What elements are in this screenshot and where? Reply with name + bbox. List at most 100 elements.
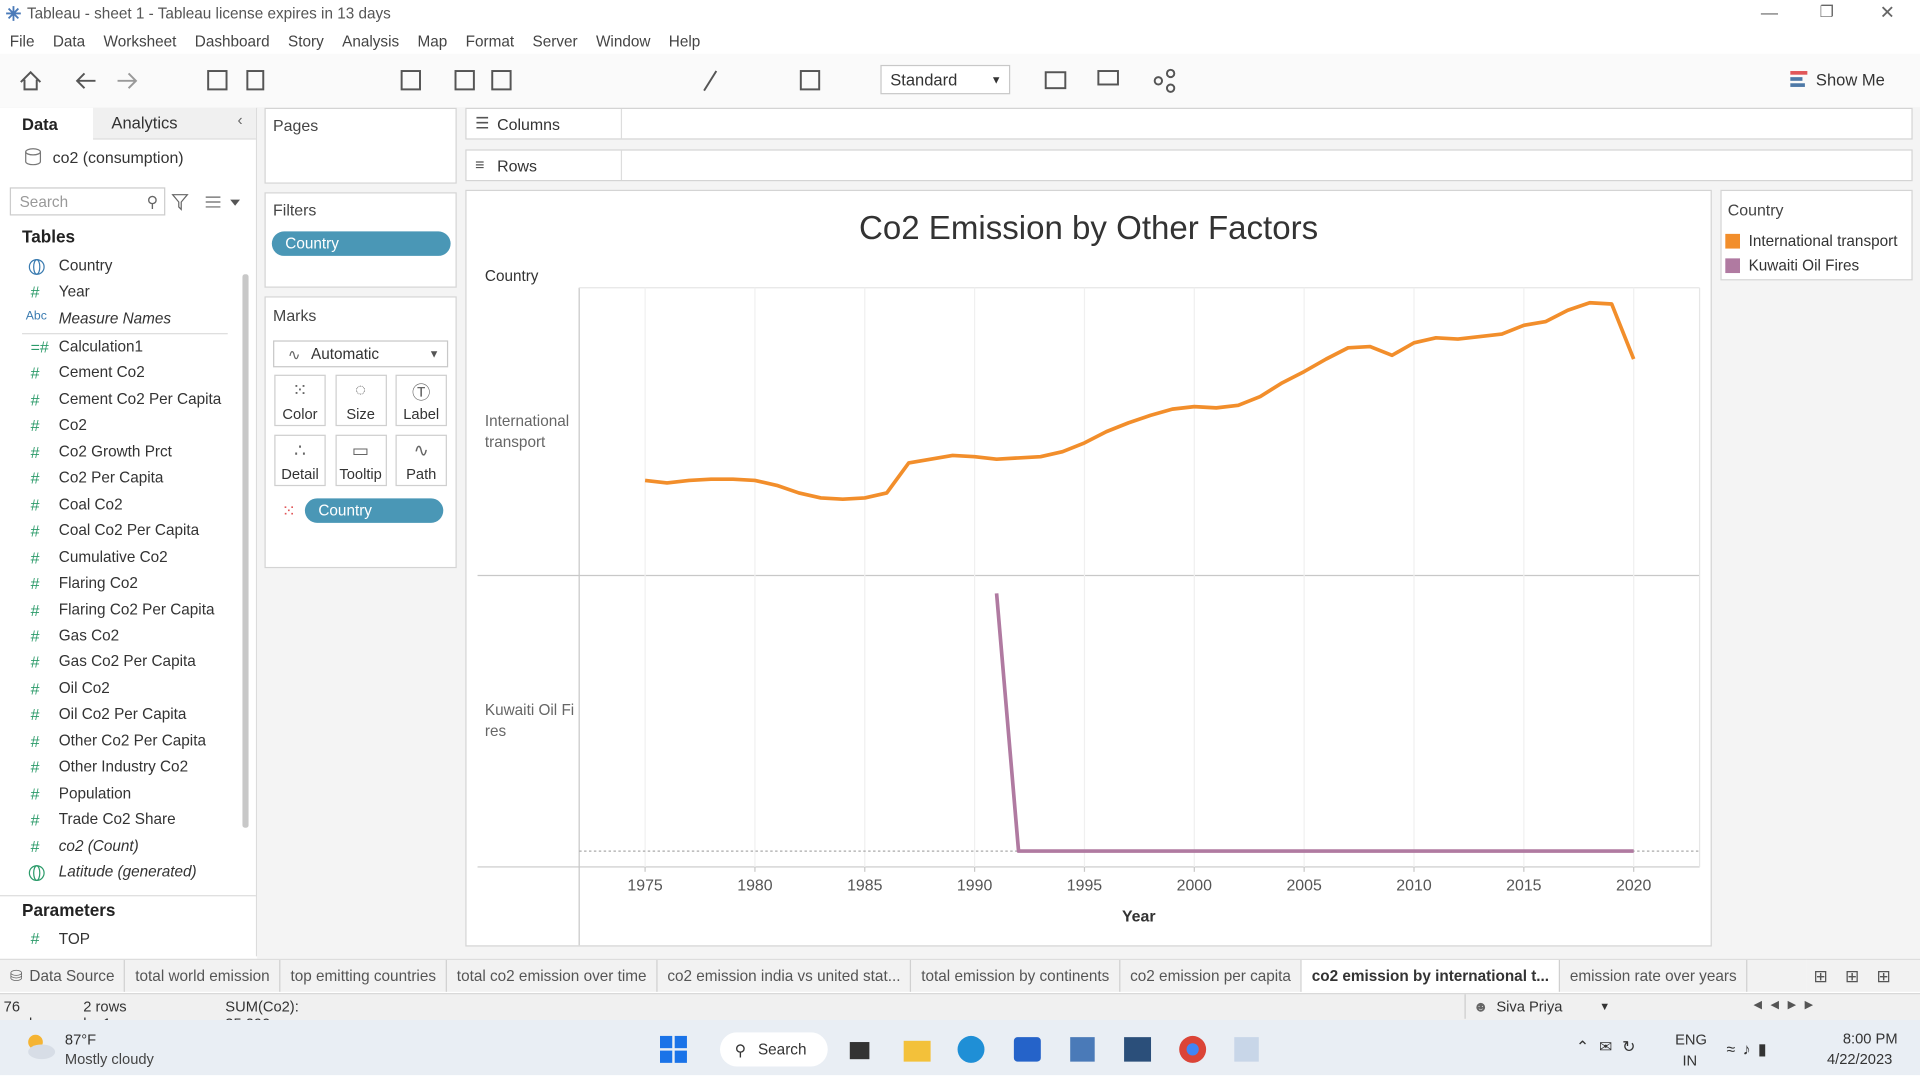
menu-item[interactable]: File [9, 33, 35, 51]
sheet-tab[interactable]: total co2 emission over time [447, 960, 658, 992]
field[interactable]: Country [0, 256, 240, 278]
sheet-tab[interactable]: Data Source ⛁ [0, 960, 126, 992]
field[interactable]: # Coal Co2 Per Capita [0, 521, 240, 543]
legend-item[interactable]: Kuwaiti Oil Fires [1725, 255, 1906, 277]
search-box[interactable]: Search ⚲ [9, 187, 166, 216]
task-view[interactable] [849, 1042, 870, 1060]
field[interactable]: Latitude (generated) [0, 862, 240, 884]
sheet-tab[interactable]: co2 emission per capita [1120, 960, 1302, 992]
text-icon[interactable] [799, 70, 821, 91]
field[interactable]: # Coal Co2 [0, 494, 240, 516]
pill[interactable]: Country [271, 231, 451, 256]
field[interactable]: # Oil Co2 Per Capita [0, 704, 240, 726]
analytics-tab[interactable]: Analytics [93, 107, 256, 140]
mark-button[interactable]: ∴ Detail [274, 434, 326, 487]
undo-icon[interactable] [75, 72, 96, 89]
tableau[interactable] [1070, 1037, 1095, 1062]
field[interactable]: Abc Measure Names [0, 308, 240, 330]
highlight-icon[interactable] [703, 70, 718, 92]
collapse-pane[interactable]: ‹ [237, 111, 243, 129]
clear-icon[interactable] [491, 70, 512, 91]
start-button[interactable] [660, 1035, 687, 1063]
duplicate-icon[interactable] [454, 70, 475, 91]
field[interactable]: # Co2 Per Capita [0, 468, 240, 490]
menu-item[interactable]: Help [668, 33, 701, 51]
sheet-tab[interactable]: co2 emission by international t... [1301, 960, 1561, 992]
system-icons[interactable]: ≈♪▮ [1726, 1039, 1775, 1058]
save-icon[interactable] [207, 70, 228, 91]
language[interactable]: ENG [1675, 1031, 1707, 1049]
sheet-tab[interactable]: total world emission [125, 960, 281, 992]
field[interactable]: # Other Co2 Per Capita [0, 731, 240, 753]
field[interactable]: # Trade Co2 Share [0, 810, 240, 832]
menu-item[interactable]: Map [417, 33, 448, 51]
close[interactable]: ✕ [1879, 2, 1895, 24]
mark-button[interactable]: Ⓣ Label [395, 374, 447, 427]
show-cards-icon[interactable] [1044, 71, 1067, 90]
new-source-icon[interactable] [246, 70, 265, 91]
sheet-tab[interactable]: total emission by continents [911, 960, 1121, 992]
sheet-navigation[interactable]: ◀◀▶▶ [1753, 997, 1822, 1011]
parameter[interactable]: # TOP [0, 929, 240, 951]
field[interactable]: =# Calculation1 [0, 337, 240, 359]
pill[interactable]: Country [304, 498, 444, 523]
field[interactable]: # Flaring Co2 [0, 573, 240, 595]
clock-time[interactable]: 8:00 PM [1842, 1029, 1898, 1047]
app[interactable] [1124, 1037, 1152, 1062]
user-menu[interactable]: ☻ Siva Priya ▼ [1464, 994, 1620, 1019]
presentation-icon[interactable] [1097, 70, 1119, 86]
field[interactable]: # Cement Co2 Per Capita [0, 389, 240, 411]
menu-item[interactable]: Analysis [342, 33, 400, 51]
field[interactable]: # Co2 Growth Prct [0, 442, 240, 464]
mark-button[interactable]: ∿ Path [395, 434, 447, 487]
menu-item[interactable]: Format [465, 33, 515, 51]
store[interactable] [1013, 1037, 1041, 1062]
field[interactable]: # Year [0, 282, 240, 304]
sheet-tab[interactable]: top emitting countries [281, 960, 448, 992]
sheet-tab[interactable]: co2 emission india vs united stat... [658, 960, 912, 992]
mark-button[interactable]: ▭ Tooltip [334, 434, 387, 487]
restore[interactable]: ❐ [1819, 2, 1834, 21]
datasource-name[interactable]: co2 (consumption) [52, 148, 184, 167]
menu-item[interactable]: Dashboard [194, 33, 270, 51]
field[interactable]: # Gas Co2 [0, 626, 240, 648]
new-sheet-buttons[interactable]: ⊞⊞⊞ [1806, 958, 1920, 992]
clock-date[interactable]: 4/22/2023 [1826, 1050, 1893, 1068]
field[interactable]: # Oil Co2 [0, 678, 240, 700]
home-icon[interactable] [20, 70, 42, 91]
explorer[interactable] [903, 1040, 931, 1062]
new-sheet-icon[interactable] [400, 70, 421, 91]
show-me[interactable]: Show Me [1815, 71, 1885, 90]
fit-dropdown[interactable]: Standard ▼ [880, 64, 1011, 95]
view-icon[interactable] [205, 196, 221, 208]
field[interactable]: # co2 (Count) [0, 836, 240, 858]
tray-icons[interactable]: ⌃✉↻ [1575, 1037, 1646, 1056]
field[interactable]: # Cumulative Co2 [0, 547, 240, 569]
legend-item[interactable]: International transport [1725, 230, 1906, 252]
field[interactable]: # Flaring Co2 Per Capita [0, 599, 240, 621]
menu-item[interactable]: Data [52, 33, 86, 51]
share-icon[interactable] [1153, 76, 1164, 86]
scrollbar[interactable] [242, 274, 249, 828]
edge[interactable] [957, 1035, 985, 1063]
taskbar-search[interactable]: Search [757, 1040, 807, 1058]
field[interactable]: # Co2 [0, 416, 240, 438]
redo-icon[interactable] [117, 72, 138, 89]
field[interactable]: # Other Industry Co2 [0, 757, 240, 779]
region[interactable]: IN [1682, 1051, 1698, 1069]
menu-item[interactable]: Worksheet [103, 33, 177, 51]
sheet-tab[interactable]: emission rate over years [1560, 960, 1748, 992]
filter-icon[interactable] [171, 194, 189, 211]
field[interactable]: # Gas Co2 Per Capita [0, 652, 240, 674]
mark-button[interactable]: ◌ Size [334, 374, 387, 427]
snipping-tool[interactable] [1234, 1037, 1259, 1062]
search-pill[interactable] [720, 1032, 828, 1067]
minimize[interactable]: — [1760, 2, 1778, 23]
data-tab[interactable]: Data [22, 114, 58, 133]
menu-item[interactable]: Window [595, 33, 651, 51]
menu-item[interactable]: Server [532, 33, 578, 51]
field[interactable]: # Cement Co2 [0, 363, 240, 385]
field[interactable]: # Population [0, 783, 240, 805]
mark-button[interactable]: ⁙ Color [274, 374, 326, 427]
menu-item[interactable]: Story [288, 33, 324, 51]
